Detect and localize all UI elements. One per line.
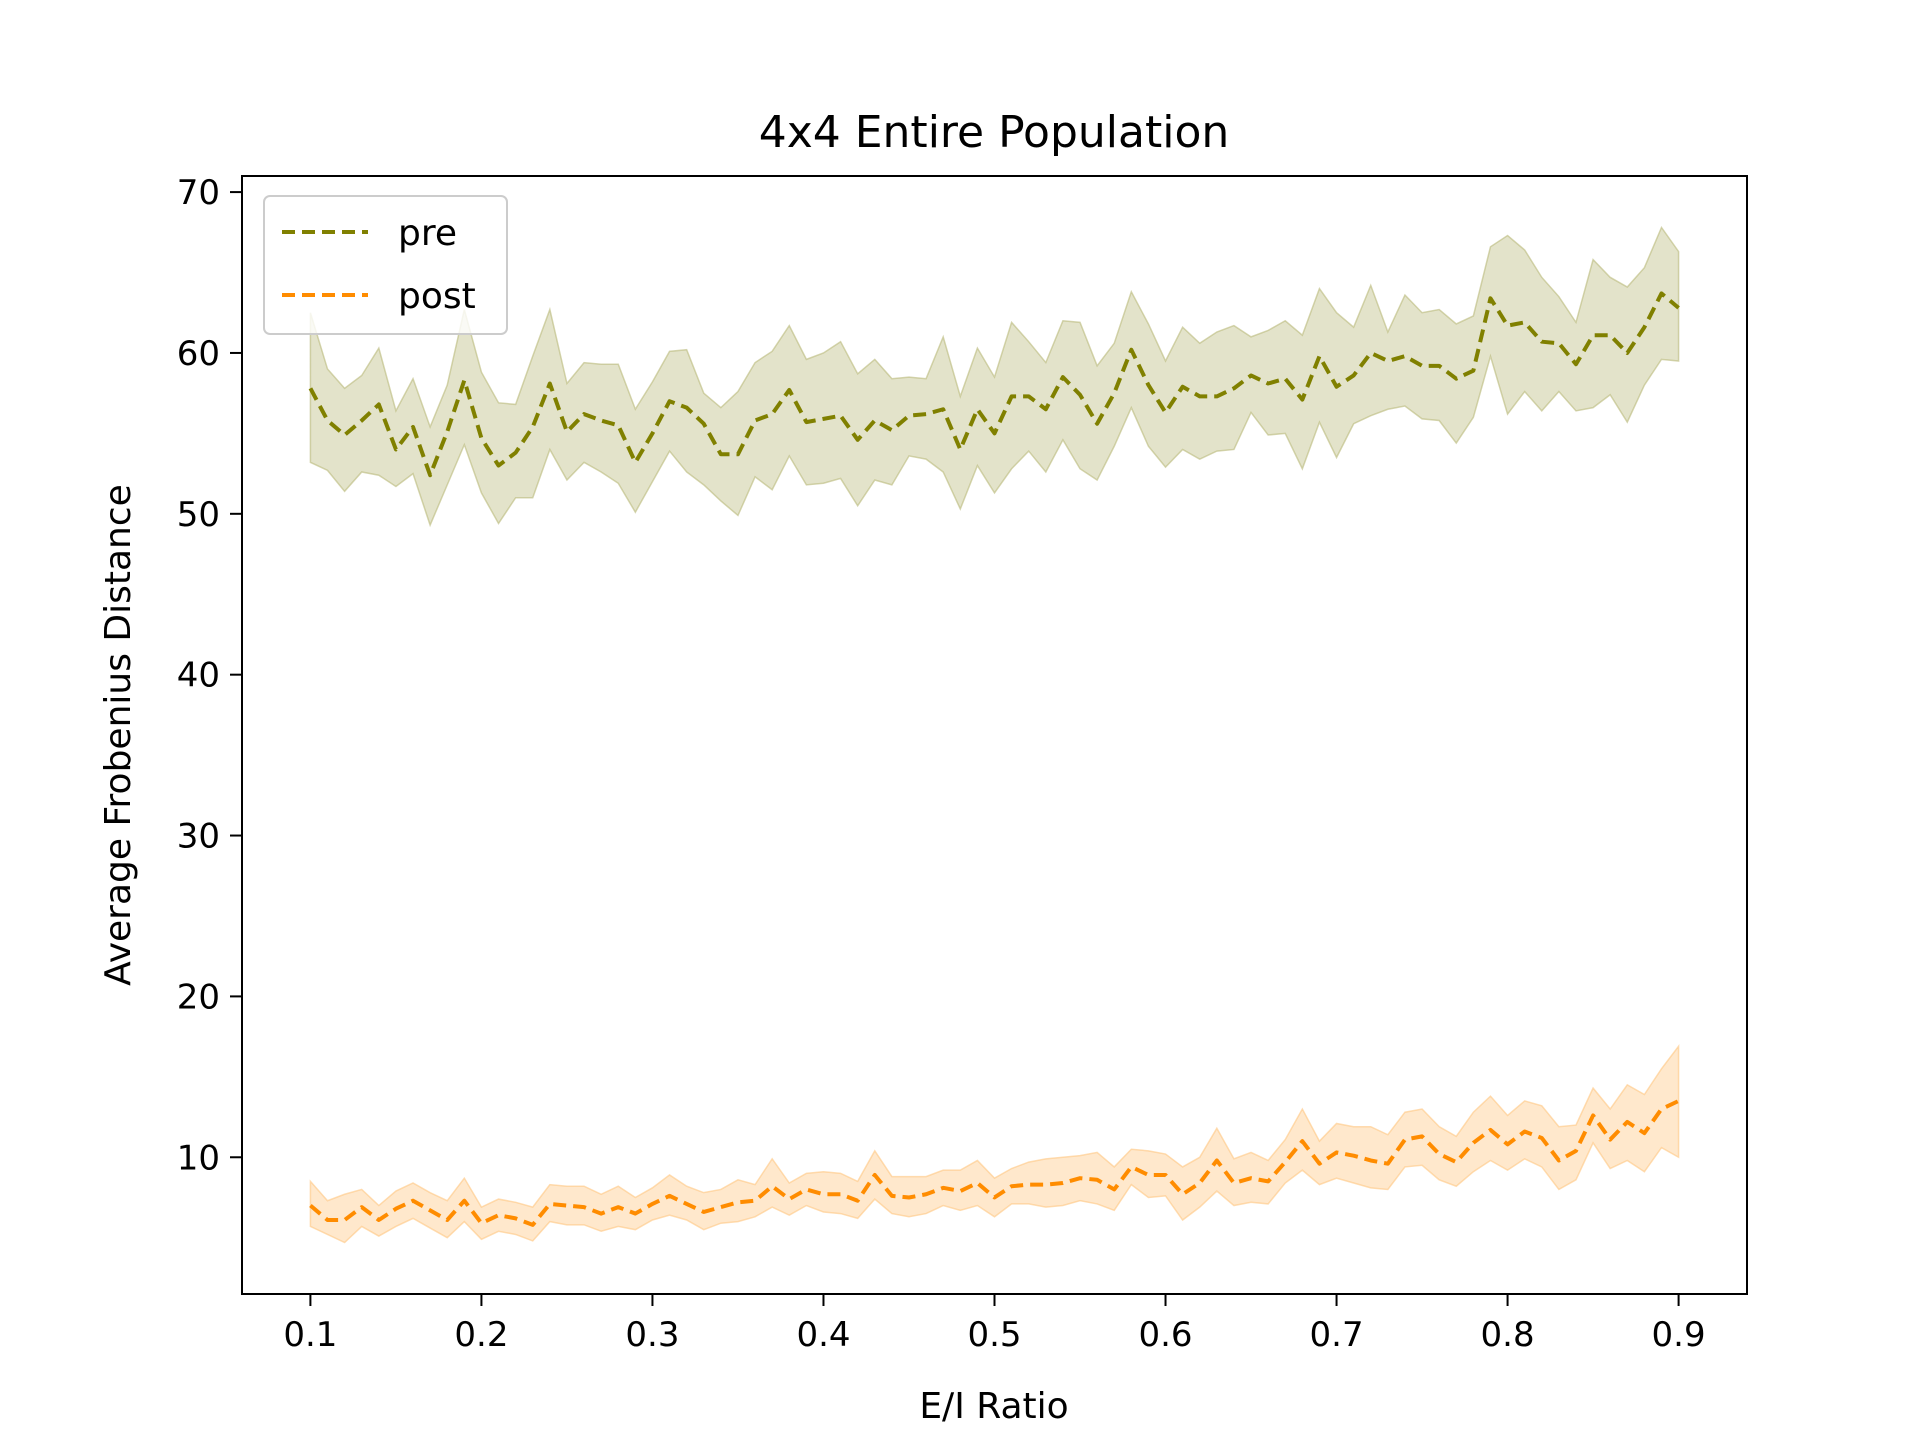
x-tick-label: 0.2 <box>454 1315 508 1355</box>
x-tick-label: 0.5 <box>967 1315 1021 1355</box>
series-line-post <box>309 1099 1680 1227</box>
y-tick-label: 10 <box>177 1138 220 1178</box>
chart-title: 4x4 Entire Population <box>759 107 1230 158</box>
x-tick-label: 0.4 <box>796 1315 850 1355</box>
x-tick-label: 0.6 <box>1138 1315 1192 1355</box>
x-tick-label: 0.8 <box>1481 1315 1535 1355</box>
x-tick-label: 0.7 <box>1310 1315 1364 1355</box>
confidence-bands <box>309 225 1680 1244</box>
y-tick-label: 60 <box>177 334 220 374</box>
series-line-pre <box>308 291 1680 478</box>
legend: pre post <box>263 195 508 335</box>
y-axis-label: Average Frobenius Distance <box>98 484 139 986</box>
x-axis-ticks: 0.1 0.2 0.3 0.4 0.5 0.6 0.7 0.8 0.9 <box>283 1294 1706 1355</box>
band-post <box>309 1044 1680 1244</box>
y-tick-label: 70 <box>177 173 220 213</box>
legend-label-pre: pre <box>398 213 457 254</box>
y-tick-label: 50 <box>177 495 220 535</box>
x-tick-label: 0.1 <box>283 1315 337 1355</box>
series-lines <box>308 291 1680 1227</box>
band-pre <box>309 225 1680 528</box>
y-axis-ticks: 10 20 30 40 50 60 70 <box>177 173 242 1178</box>
y-tick-label: 20 <box>177 977 220 1017</box>
x-axis-label: E/I Ratio <box>919 1386 1068 1427</box>
y-tick-label: 40 <box>177 656 220 696</box>
x-tick-label: 0.3 <box>625 1315 679 1355</box>
x-tick-label: 0.9 <box>1652 1315 1706 1355</box>
y-tick-label: 30 <box>177 817 220 857</box>
legend-label-post: post <box>398 276 476 317</box>
